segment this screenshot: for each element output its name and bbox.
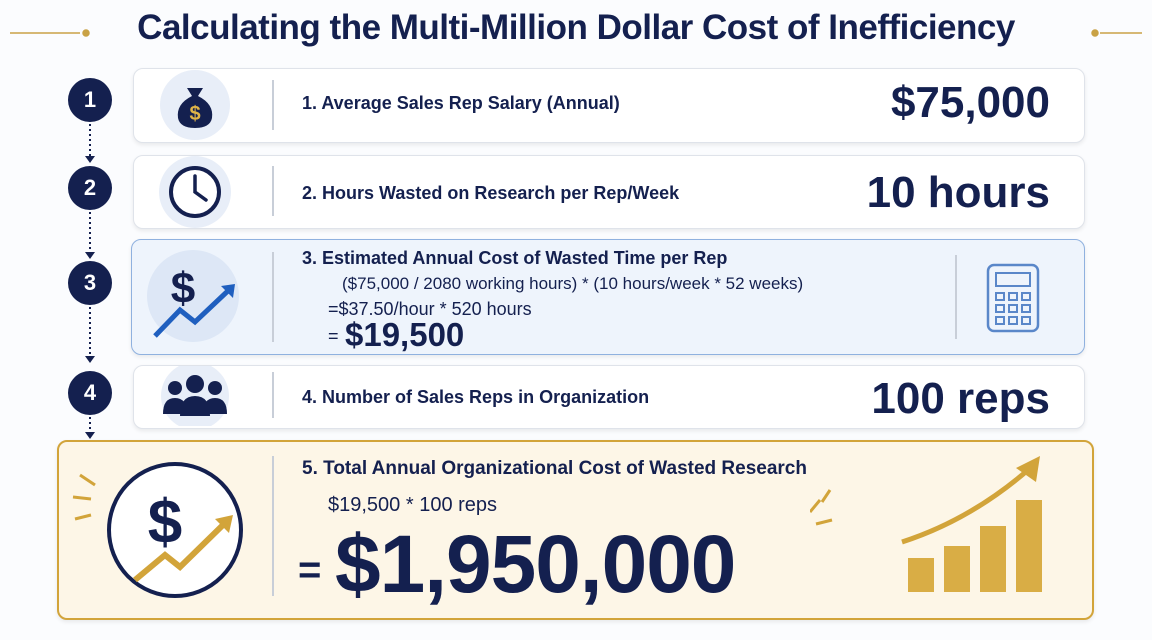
svg-text:$: $ (171, 264, 195, 313)
formula-line: =$37.50/hour * 520 hours (328, 299, 532, 319)
step-badge: 1 (68, 78, 112, 122)
formula-line: ($75,000 / 2080 working hours) * (10 hou… (342, 274, 804, 293)
growth-dollar-icon: $ (147, 250, 239, 342)
step-result: $19,500 (345, 316, 465, 353)
title: Calculating the Multi-Million Dollar Cos… (137, 8, 1015, 47)
step-label: 3. Estimated Annual Cost of Wasted Time … (302, 248, 728, 268)
separator (955, 255, 957, 339)
step-card (131, 239, 1085, 355)
total-result: $1,950,000 (335, 519, 736, 610)
separator (272, 80, 274, 130)
step-card (133, 365, 1085, 429)
step-card (133, 68, 1085, 143)
calculator-icon (986, 263, 1040, 333)
bar-growth-icon (810, 456, 1042, 592)
total-formula: $19,500 * 100 reps (328, 494, 498, 516)
step-label: 4. Number of Sales Reps in Organization (302, 387, 650, 407)
arrow-heads (85, 156, 95, 439)
result-prefix: = (298, 548, 322, 592)
step-badge: 4 (68, 371, 112, 415)
separator (272, 456, 274, 596)
result-prefix: = (328, 326, 339, 346)
svg-text:$: $ (148, 488, 182, 557)
money-bag-icon: $ (160, 70, 230, 140)
separator (272, 372, 274, 418)
people-icon (161, 366, 229, 426)
clock-icon (159, 156, 231, 228)
step-value: 10 hours (866, 168, 1050, 217)
step-badge: 3 (68, 261, 112, 305)
step-value: 100 reps (871, 374, 1050, 423)
total-dollar-icon: $ (72, 462, 243, 598)
svg-text:$: $ (189, 103, 200, 125)
total-label: 5. Total Annual Organizational Cost of W… (302, 458, 807, 479)
step-value: $75,000 (890, 78, 1050, 127)
separator (272, 252, 274, 342)
step-badge: 2 (68, 166, 112, 210)
title-rule (10, 29, 1142, 37)
step-label: 1. Average Sales Rep Salary (Annual) (302, 93, 620, 113)
step-card (133, 155, 1085, 229)
separator (272, 166, 274, 216)
step-label: 2. Hours Wasted on Research per Rep/Week (302, 183, 680, 203)
